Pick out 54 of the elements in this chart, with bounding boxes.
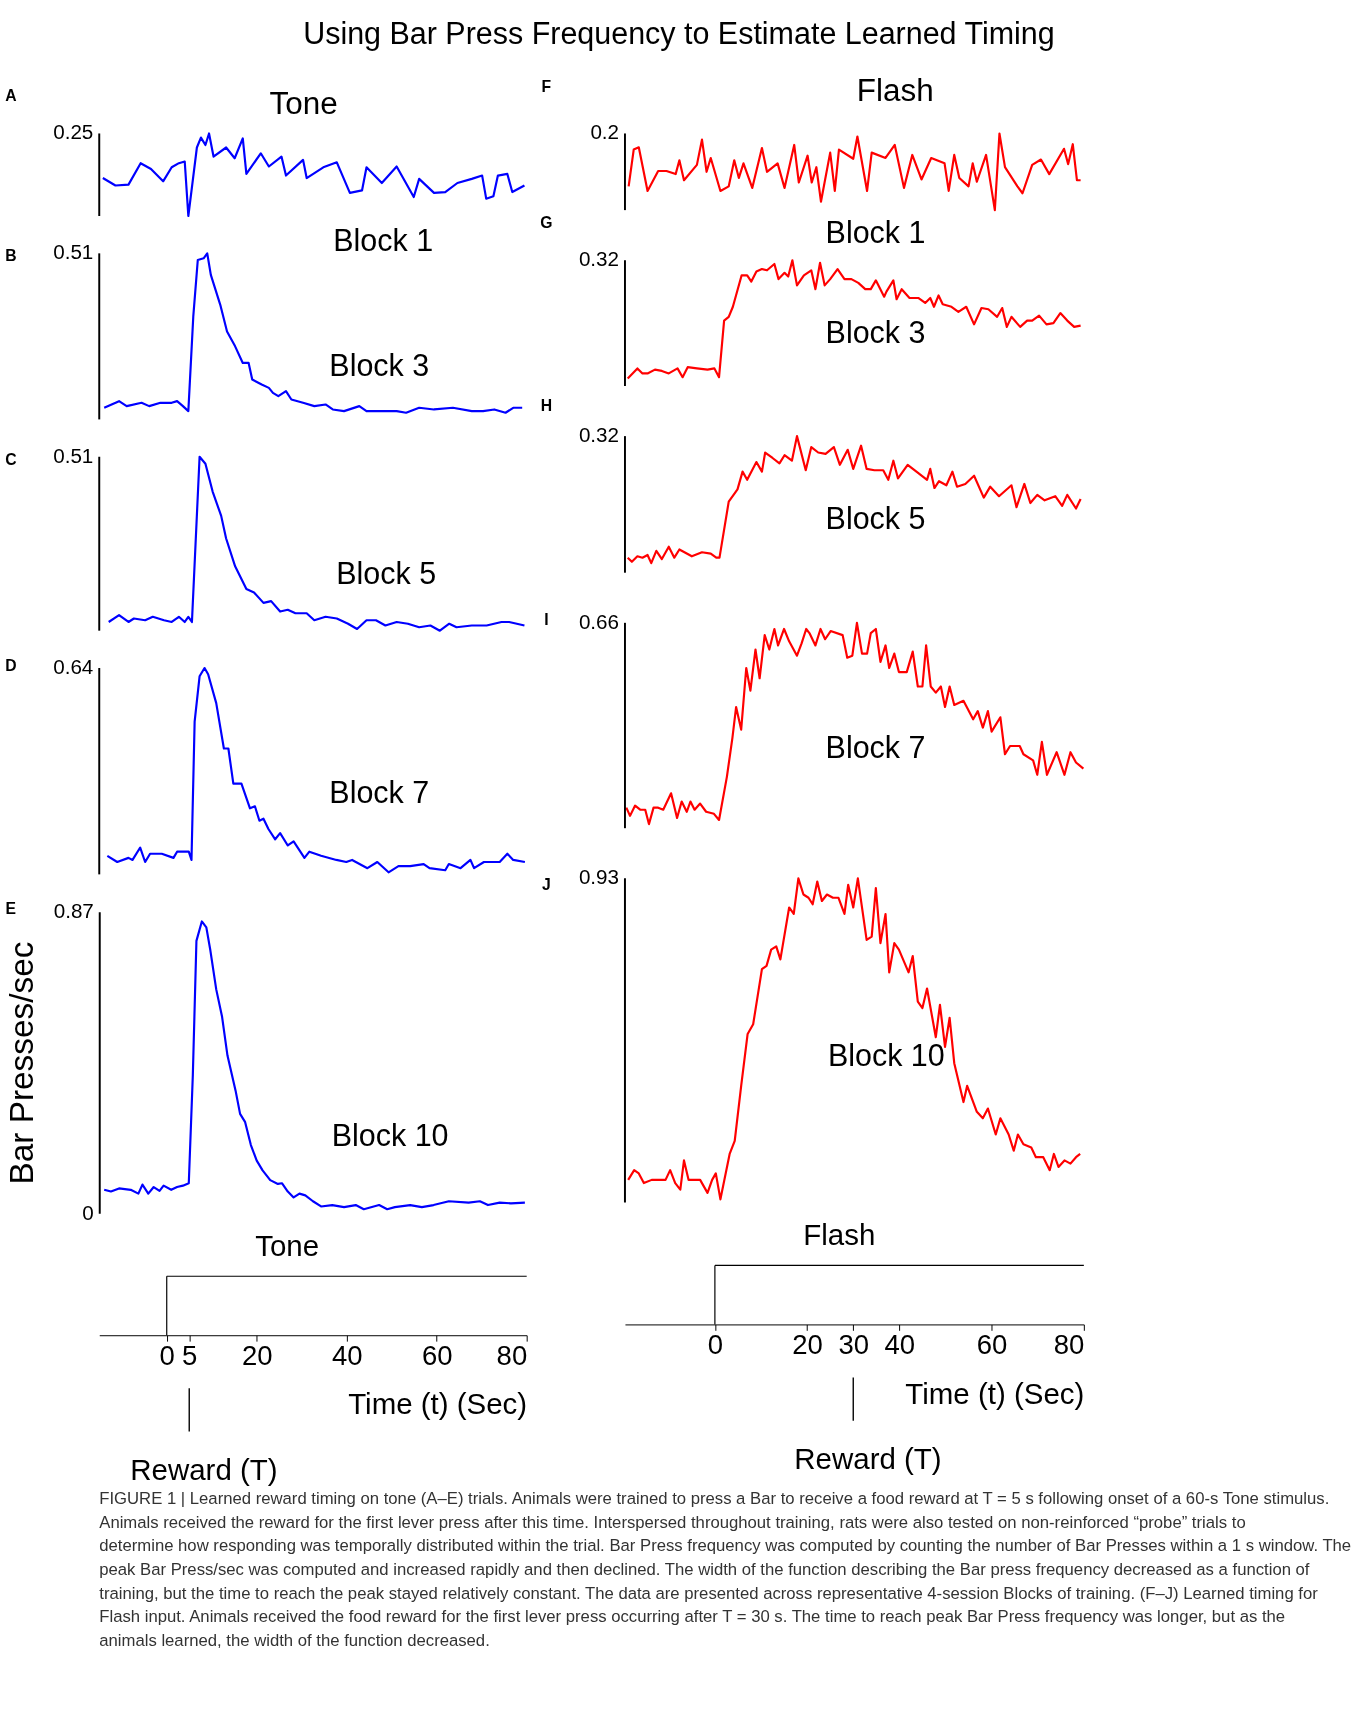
line-series bbox=[103, 920, 526, 1211]
text: 0.2 bbox=[590, 120, 620, 144]
text: 0.51 bbox=[53, 443, 94, 467]
text: F bbox=[541, 78, 552, 96]
y-axis-title: Bar Presses/sec bbox=[3, 941, 41, 1185]
annotation: Block 1 bbox=[333, 223, 434, 258]
chart-subtitle: Tone bbox=[269, 85, 338, 121]
text: 0.64 bbox=[53, 654, 94, 678]
x-tick-label: 40 bbox=[331, 1340, 363, 1372]
text: H bbox=[540, 396, 553, 414]
text: Tone bbox=[255, 1228, 320, 1262]
x-tick-label: 80 bbox=[496, 1340, 528, 1372]
text: Using Bar Press Frequency to Estimate Learned Timing bbox=[303, 16, 1055, 52]
x-tick-label: 60 bbox=[421, 1340, 453, 1372]
text: J bbox=[541, 876, 551, 894]
annotation: Reward (T) bbox=[794, 1441, 942, 1475]
text: 0.51 bbox=[53, 240, 94, 264]
x-tick-label: 5 bbox=[182, 1340, 198, 1372]
annotation: Block 5 bbox=[825, 501, 926, 536]
annotation: Block 10 bbox=[331, 1117, 449, 1152]
text: E bbox=[5, 899, 17, 917]
text: Flash bbox=[803, 1217, 876, 1251]
x-axis-title: Time (t) (Sec) bbox=[905, 1376, 1085, 1410]
text: B bbox=[5, 247, 17, 265]
annotation: Block 7 bbox=[825, 730, 926, 765]
text: Block 1 bbox=[825, 214, 926, 249]
x-axis-title: Time (t) (Sec) bbox=[348, 1387, 528, 1421]
text: G bbox=[540, 213, 553, 231]
text: D bbox=[5, 656, 17, 674]
annotation: Block 5 bbox=[336, 555, 437, 590]
annotation: Reward (T) bbox=[130, 1452, 278, 1486]
x-tick-label: 60 bbox=[976, 1329, 1008, 1361]
chart-subtitle: Flash bbox=[856, 73, 934, 109]
x-tick-label: 20 bbox=[241, 1340, 273, 1372]
annotation: Block 7 bbox=[329, 774, 430, 809]
y-tick-label: 0.87 bbox=[53, 899, 94, 923]
text: 0.66 bbox=[578, 609, 620, 633]
text: 0.25 bbox=[53, 120, 94, 144]
annotation: Block 3 bbox=[329, 348, 430, 383]
text: C bbox=[5, 450, 17, 468]
x-tick-label: 20 bbox=[792, 1329, 823, 1361]
text: A bbox=[5, 87, 17, 105]
x-tick-label: 30 bbox=[838, 1329, 870, 1361]
annotation: Block 10 bbox=[827, 1037, 945, 1072]
text: 0.32 bbox=[578, 247, 620, 271]
text: I bbox=[544, 610, 549, 628]
x-tick-label: 0 bbox=[159, 1340, 175, 1372]
x-tick-label: 40 bbox=[884, 1329, 916, 1361]
annotation: Block 3 bbox=[825, 314, 926, 349]
x-tick-label: 80 bbox=[1053, 1329, 1085, 1361]
x-tick-label: 0 bbox=[707, 1329, 724, 1361]
text: 0.93 bbox=[578, 865, 620, 889]
caption: FIGURE 1 | Learned reward timing on tone (A–E) trials. Animals were trained to press a Bar to receive a food reward at T = 5 s following onset of a 60-s Tone stimulus. Animals received the reward for the first lever press after this time. Interspersed throughout training, rats were also tested on non-reinforced “probe” trials to determine how responding was temporally distributed within the trial. Bar Press frequency was computed by counting the number of Bar Presses within a 1 s window. The peak Bar Press/sec was computed and increased rapidly and then declined. The width of the function describing the Bar press frequency decreased as a function of training, but the time to reach the peak stayed relatively constant. The data are presented across representative 4-session Blocks of training. (F–J) Learned timing for Flash input. Animals received the food reward for the first lever press occurring after T = 30 s. The time to reach peak Bar Press frequency was longer, but as the animals learned, the width of the function decreased. bbox=[99, 1489, 1352, 1650]
text: 0.32 bbox=[578, 423, 620, 447]
